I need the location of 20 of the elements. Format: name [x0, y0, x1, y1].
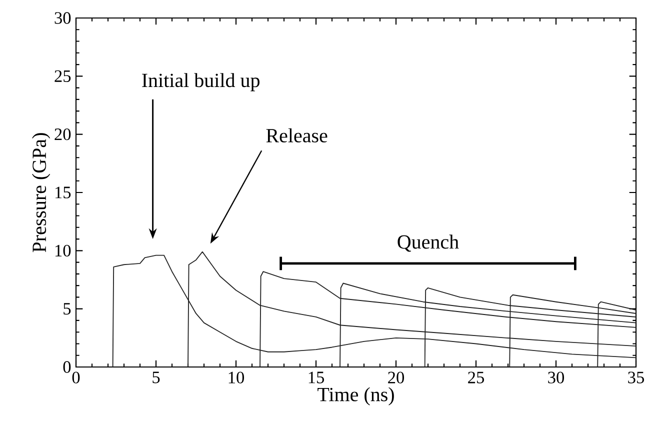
x-tick-label: 35	[628, 372, 644, 384]
y-tick-label: 5	[64, 303, 71, 315]
y-tick-label: 20	[54, 128, 71, 140]
annotation: Release	[266, 128, 328, 142]
y-tick-label: 15	[55, 186, 71, 198]
x-tick-label: 10	[228, 372, 244, 384]
x-tick-label: 15	[308, 372, 324, 384]
y-axis-title: Pressure (GPa)	[32, 133, 50, 252]
x-tick-label: 30	[548, 372, 564, 384]
y-tick-label: 0	[63, 361, 71, 373]
y-tick-label: 10	[55, 244, 71, 257]
x-tick-label: 5	[152, 372, 160, 384]
y-tick-label: 30	[54, 12, 71, 24]
x-axis-title: Time (ns)	[318, 387, 394, 406]
x-tick-label: 0	[72, 372, 80, 384]
annotation: Initial build up	[142, 73, 260, 92]
x-tick-label: 25	[468, 372, 484, 384]
y-tick-label: 25	[54, 70, 71, 82]
x-tick-label: 20	[388, 372, 404, 384]
annotation: Quench	[398, 234, 459, 252]
